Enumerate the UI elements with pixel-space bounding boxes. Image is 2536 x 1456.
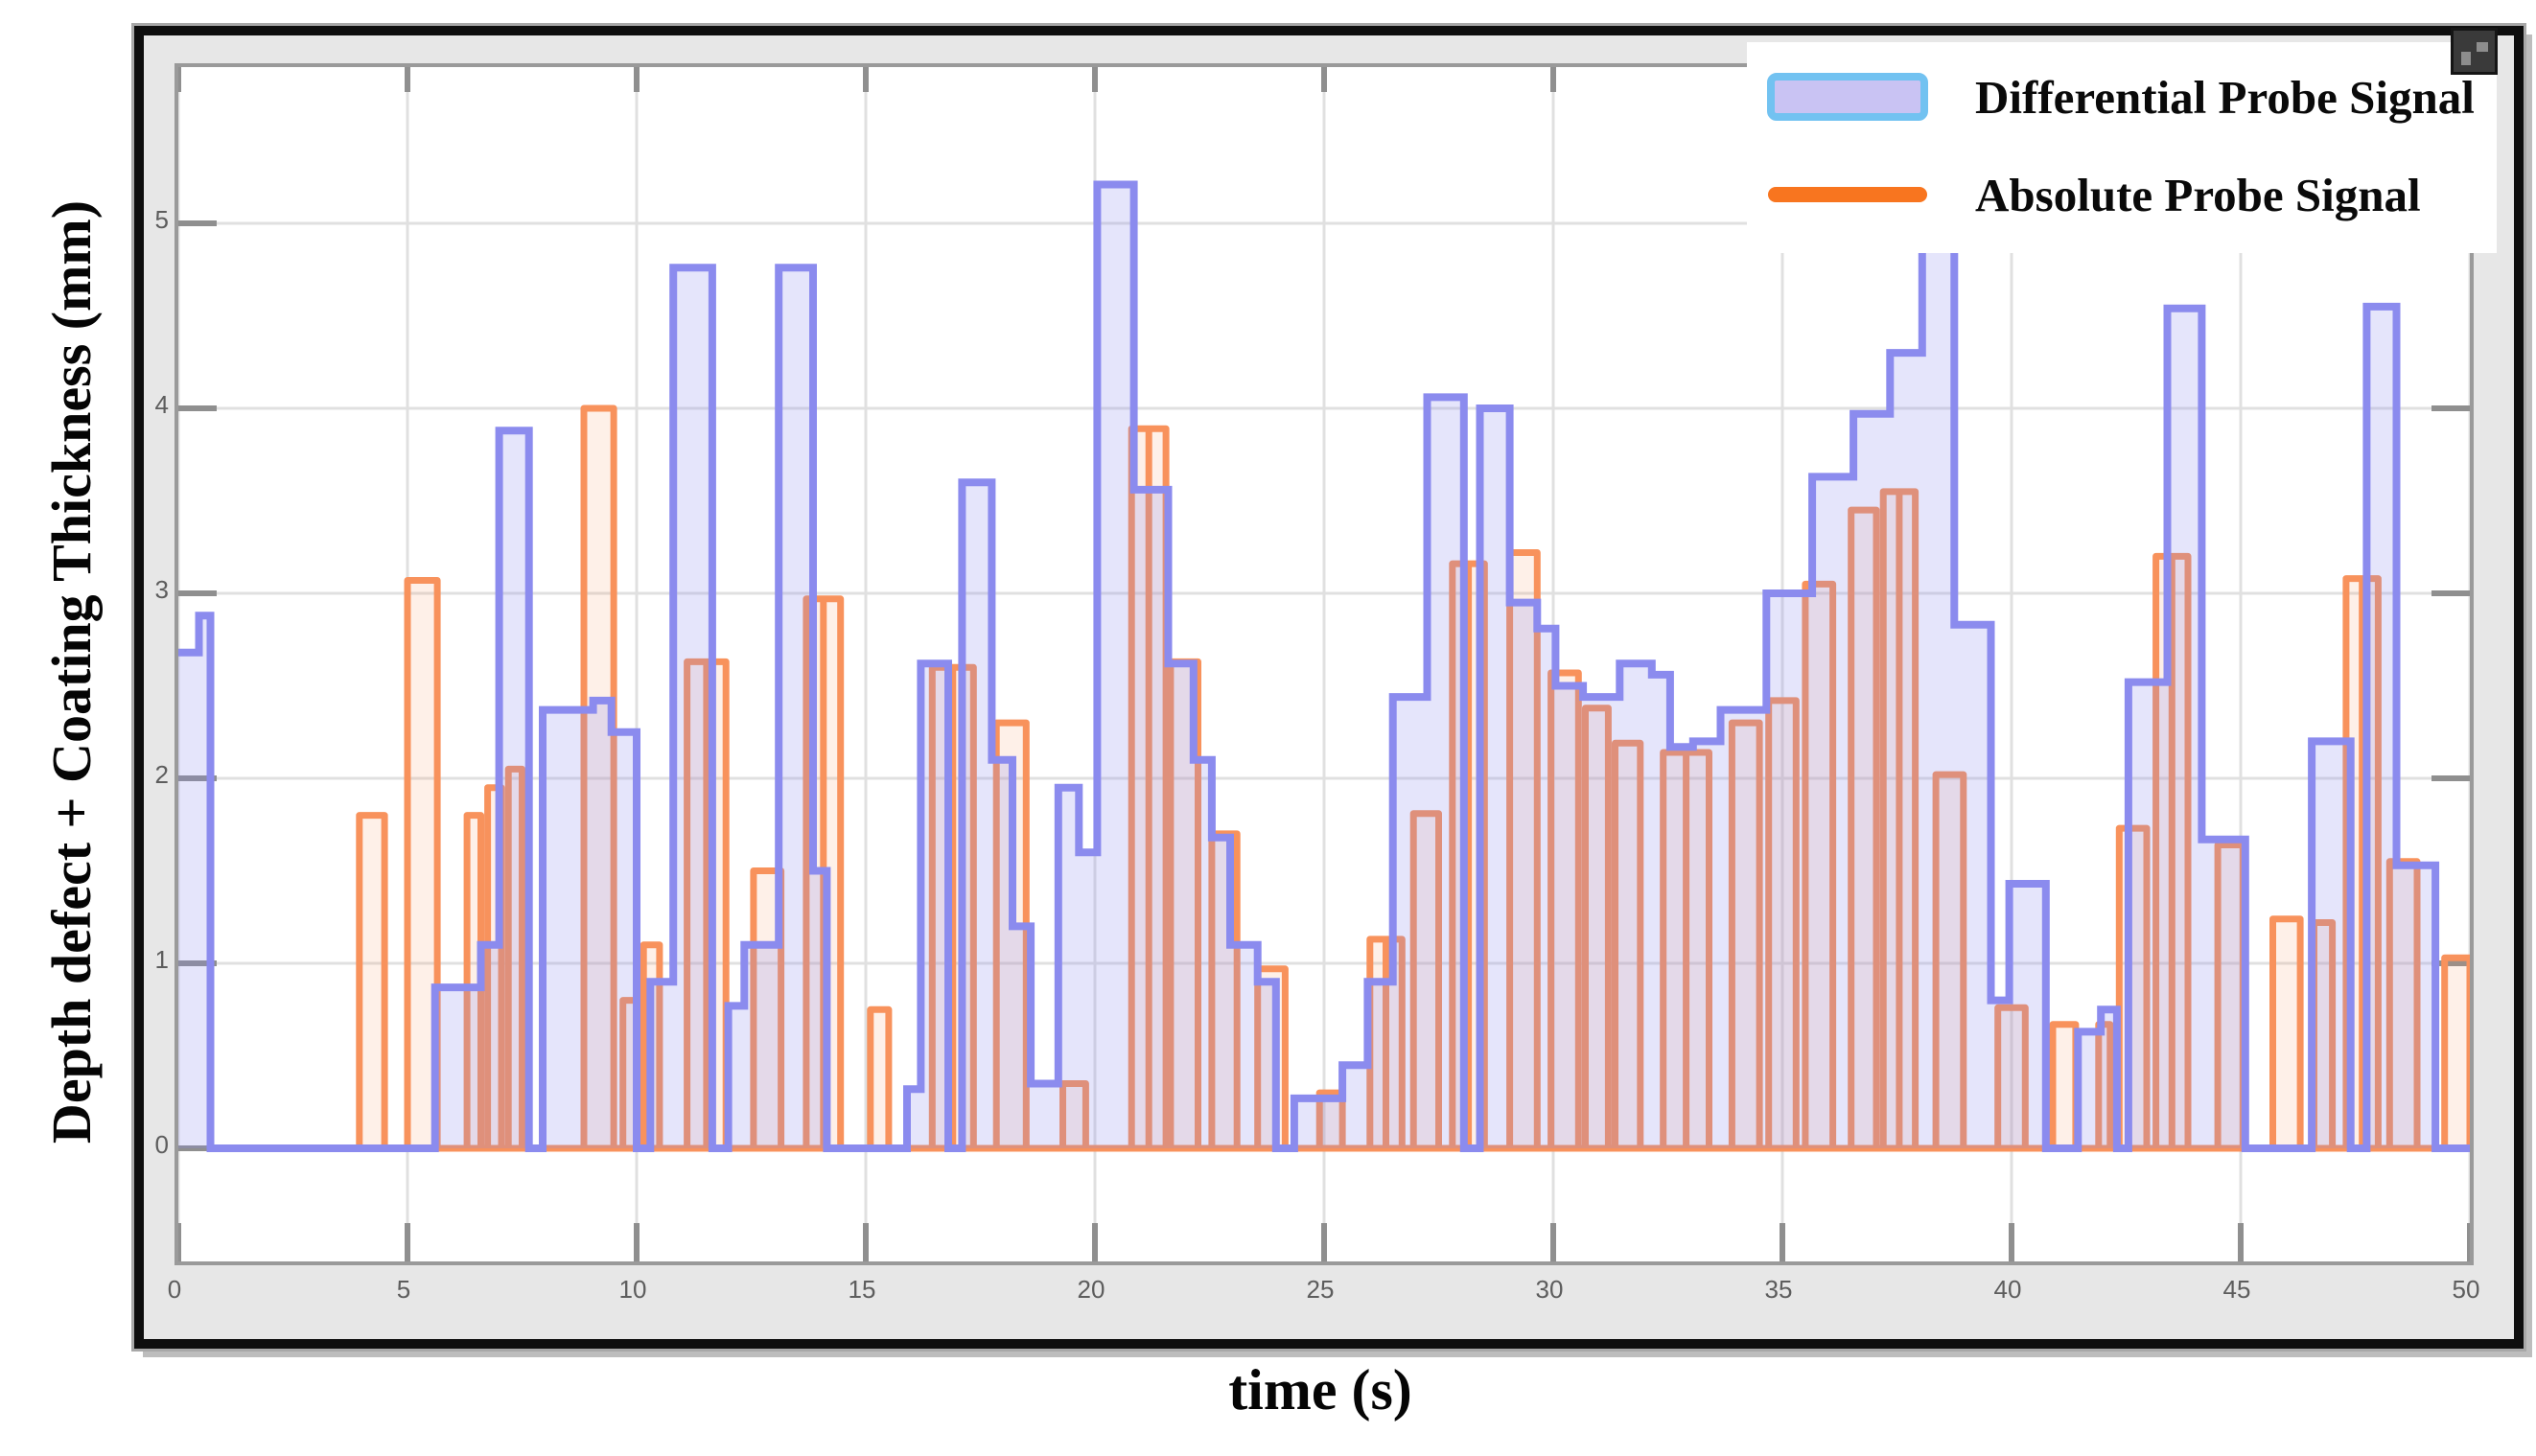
differential-swatch-icon	[1767, 73, 1928, 121]
plot-area	[174, 63, 2474, 1265]
x-tick-label: 15	[848, 1275, 876, 1304]
absolute-pulse	[1879, 488, 1919, 1148]
y-tick-label: 4	[154, 390, 169, 419]
absolute-pulse	[356, 812, 388, 1148]
chart-canvas	[178, 67, 2470, 1261]
x-tick-label: 35	[1764, 1275, 1793, 1304]
legend: Differential Probe Signal Absolute Probe…	[1747, 42, 2497, 253]
absolute-pulse	[580, 404, 617, 1148]
absolute-swatch-icon	[1768, 187, 1927, 202]
absolute-pulse	[684, 658, 730, 1148]
legend-label: Absolute Probe Signal	[1975, 168, 2421, 221]
x-tick-label: 30	[1535, 1275, 1564, 1304]
absolute-pulse	[992, 719, 1030, 1148]
y-axis-title: Depth defect + Coating Thickness (mm)	[40, 199, 103, 1144]
x-tick-label: 50	[2452, 1275, 2480, 1304]
x-tick-label: 40	[1993, 1275, 2022, 1304]
x-axis-title: time (s)	[1228, 1358, 1412, 1421]
absolute-pulse	[867, 1005, 893, 1148]
x-tick-label: 45	[2222, 1275, 2251, 1304]
y-tick-label: 0	[154, 1130, 169, 1159]
absolute-pulse	[1802, 580, 1837, 1148]
absolute-pulse	[1059, 1080, 1089, 1148]
differential-fill	[178, 184, 2470, 1148]
absolute-pulse	[1128, 425, 1170, 1148]
absolute-pulse	[1728, 719, 1763, 1148]
legend-item-differential: Differential Probe Signal	[1747, 48, 2497, 146]
absolute-pulse	[1612, 739, 1644, 1148]
legend-item-absolute: Absolute Probe Signal	[1747, 146, 2497, 243]
window-widget-icon[interactable]	[2451, 28, 2498, 75]
absolute-pulse	[1932, 771, 1967, 1148]
x-tick-label: 20	[1077, 1275, 1105, 1304]
y-tick-label: 5	[154, 205, 169, 234]
x-tick-label: 5	[396, 1275, 411, 1304]
y-tick-label: 2	[154, 760, 169, 789]
absolute-pulse	[2269, 915, 2304, 1148]
x-tick-label: 25	[1306, 1275, 1335, 1304]
absolute-pulse	[1765, 697, 1800, 1148]
absolute-pulse	[1315, 1089, 1346, 1148]
y-tick-label: 3	[154, 575, 169, 604]
legend-label: Differential Probe Signal	[1975, 70, 2475, 124]
absolute-pulse	[504, 765, 525, 1148]
absolute-pulse	[1409, 810, 1442, 1148]
absolute-pulse	[1848, 506, 1880, 1148]
absolute-pulse	[1582, 705, 1612, 1148]
absolute-pulse	[2441, 954, 2470, 1148]
absolute-pulse	[1547, 669, 1582, 1148]
x-tick-label: 10	[618, 1275, 647, 1304]
absolute-pulse	[2049, 1021, 2080, 1148]
differential-line	[178, 180, 2470, 1152]
absolute-pulse	[1994, 1004, 2029, 1148]
x-tick-label: 0	[167, 1275, 182, 1304]
absolute-pulse	[1660, 749, 1712, 1148]
absolute-pulse	[404, 577, 441, 1148]
absolute-pulse	[750, 867, 785, 1148]
absolute-pulse	[1506, 549, 1541, 1148]
absolute-pulse	[2152, 552, 2192, 1148]
y-tick-label: 1	[154, 945, 169, 974]
